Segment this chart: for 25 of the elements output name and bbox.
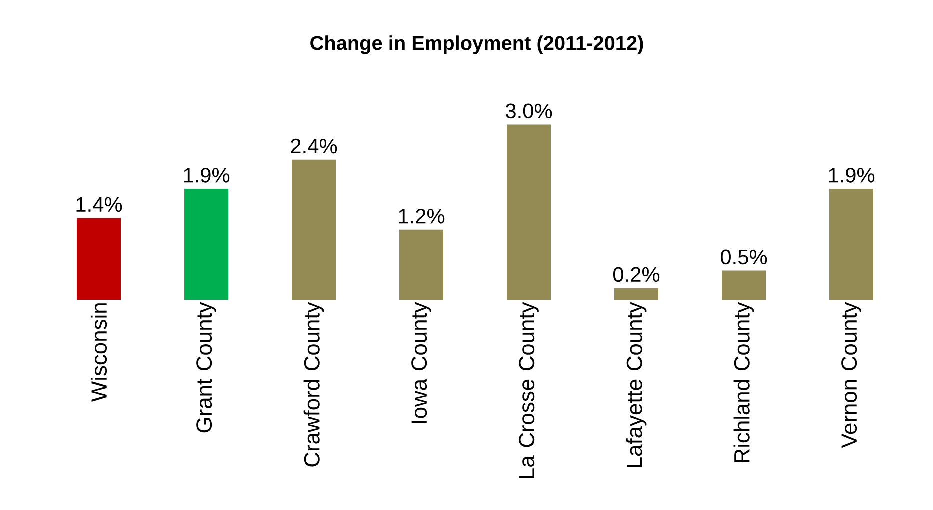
x-tick-label: Richland County — [734, 302, 754, 462]
data-label: 1.4% — [76, 197, 122, 212]
bar — [830, 189, 874, 300]
data-label: 1.9% — [829, 168, 875, 183]
data-label: 2.4% — [291, 138, 338, 154]
data-label: 0.5% — [720, 250, 768, 265]
data-label: 3.0% — [506, 104, 552, 119]
bar — [722, 270, 766, 300]
x-tick-label: Crawford County — [304, 302, 324, 467]
x-tick-label: Vernon County — [842, 302, 862, 448]
bar — [77, 218, 122, 300]
x-tick-label: Wisconsin — [90, 304, 108, 402]
data-label: 1.9% — [184, 168, 230, 183]
chart-title: Change in Employment (2011-2012) — [310, 36, 644, 54]
bar — [292, 160, 336, 300]
bar — [614, 288, 659, 300]
x-tick-label: Iowa County — [412, 302, 432, 424]
data-label: 1.2% — [399, 208, 445, 224]
bar — [184, 189, 229, 300]
x-tick-label: Lafayette County — [626, 302, 647, 468]
x-tick-label: La Crosse County — [519, 302, 539, 478]
bar — [507, 124, 552, 300]
data-label: 0.2% — [613, 267, 660, 282]
x-tick-label: Grant County — [196, 302, 216, 433]
bar — [400, 230, 444, 300]
